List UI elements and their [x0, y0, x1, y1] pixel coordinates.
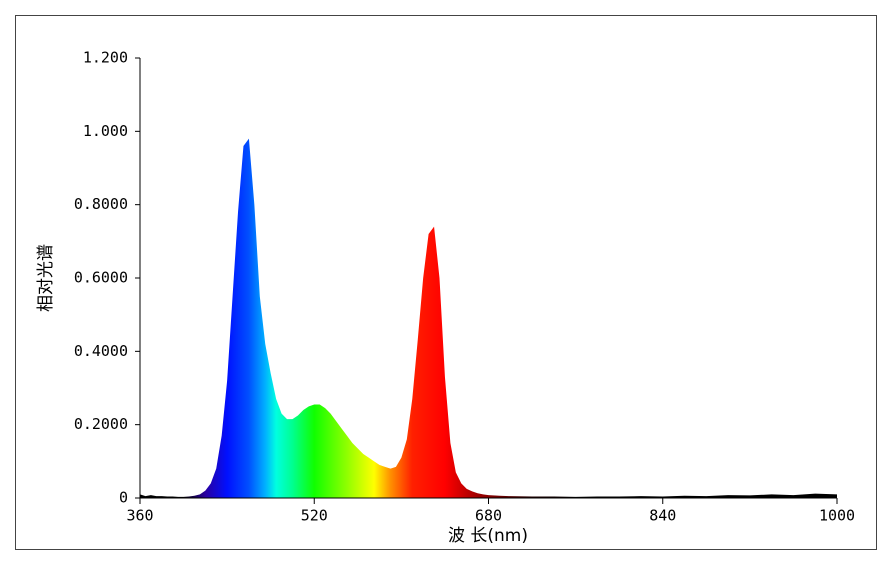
x-tick-label: 840	[649, 507, 676, 525]
y-axis-title: 相对光谱	[36, 244, 56, 312]
x-tick-label: 520	[301, 507, 328, 525]
y-tick-label: 1.000	[83, 122, 128, 140]
y-tick-label: 0.6000	[74, 269, 128, 287]
x-tick-label: 680	[475, 507, 502, 525]
y-tick-label: 1.200	[83, 49, 128, 67]
y-tick-label: 0.4000	[74, 342, 128, 360]
y-tick-label: 0	[119, 489, 128, 507]
y-tick-label: 0.2000	[74, 415, 128, 433]
x-axis-title: 波 长(nm)	[448, 526, 528, 546]
frame	[15, 15, 877, 550]
y-tick-label: 0.8000	[74, 195, 128, 213]
spectrum-area	[140, 138, 837, 499]
x-tick-label: 360	[126, 507, 153, 525]
x-tick-label: 1000	[819, 507, 855, 525]
